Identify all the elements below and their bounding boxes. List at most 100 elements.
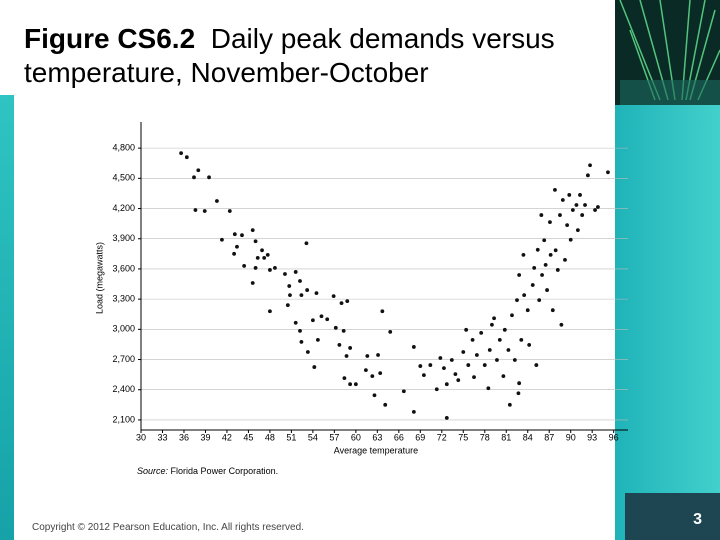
point bbox=[555, 268, 560, 272]
point bbox=[539, 213, 544, 217]
point bbox=[525, 308, 530, 313]
point bbox=[501, 374, 506, 379]
point bbox=[232, 251, 237, 256]
point bbox=[293, 270, 298, 274]
y-tick-label: 2,400 bbox=[112, 384, 135, 394]
point bbox=[184, 155, 189, 160]
point bbox=[253, 266, 258, 270]
copyright: Copyright © 2012 Pearson Education, Inc.… bbox=[32, 522, 304, 533]
point bbox=[515, 298, 519, 303]
x-tick-label: 96 bbox=[609, 432, 619, 442]
point bbox=[449, 358, 454, 362]
point bbox=[348, 382, 353, 387]
x-tick-label: 90 bbox=[566, 432, 576, 442]
point bbox=[319, 314, 324, 319]
y-tick-label: 2,700 bbox=[112, 354, 135, 364]
y-tick-label: 3,900 bbox=[112, 233, 135, 243]
point bbox=[588, 163, 592, 168]
point bbox=[464, 327, 469, 332]
point bbox=[342, 376, 347, 381]
x-tick-label: 87 bbox=[544, 432, 554, 442]
point bbox=[568, 237, 573, 242]
x-tick-label: 69 bbox=[415, 432, 425, 442]
point bbox=[242, 264, 247, 268]
y-tick-label: 4,200 bbox=[112, 203, 135, 213]
point bbox=[593, 208, 597, 212]
point bbox=[418, 364, 423, 368]
point bbox=[474, 353, 479, 357]
point bbox=[548, 220, 552, 225]
y-tick-label: 3,600 bbox=[112, 263, 135, 273]
x-tick-label: 51 bbox=[286, 432, 296, 442]
point bbox=[298, 279, 302, 283]
point bbox=[299, 340, 304, 344]
x-tick-label: 66 bbox=[394, 432, 404, 442]
x-tick-label: 39 bbox=[200, 432, 210, 442]
point bbox=[250, 228, 255, 233]
point bbox=[273, 266, 277, 270]
point bbox=[553, 248, 558, 253]
title-text: Daily peak demands versus temperature, N… bbox=[24, 23, 555, 88]
point bbox=[512, 358, 517, 362]
point bbox=[192, 175, 196, 180]
x-tick-label: 45 bbox=[243, 432, 253, 442]
point bbox=[545, 288, 549, 292]
point bbox=[517, 381, 522, 386]
point bbox=[298, 328, 302, 333]
point bbox=[337, 343, 342, 347]
x-axis-label: Average temperature bbox=[334, 445, 418, 455]
point bbox=[383, 402, 388, 407]
point bbox=[506, 348, 511, 352]
point bbox=[542, 238, 547, 243]
point bbox=[497, 338, 502, 342]
x-tick-label: 57 bbox=[329, 432, 339, 442]
point bbox=[353, 382, 358, 387]
point bbox=[339, 301, 344, 306]
point bbox=[315, 338, 320, 342]
point bbox=[527, 343, 532, 347]
x-tick-label: 48 bbox=[265, 432, 275, 442]
point bbox=[486, 386, 491, 391]
source-text: Florida Power Corporation. bbox=[171, 466, 279, 476]
point bbox=[378, 371, 383, 376]
point bbox=[287, 284, 292, 288]
point bbox=[438, 356, 443, 360]
point bbox=[534, 363, 539, 367]
point bbox=[365, 354, 370, 358]
x-tick-label: 72 bbox=[437, 432, 447, 442]
y-tick-label: 2,100 bbox=[112, 414, 135, 424]
point bbox=[314, 291, 319, 295]
point bbox=[288, 293, 292, 298]
point bbox=[227, 209, 232, 213]
x-tick-label: 42 bbox=[222, 432, 232, 442]
point bbox=[411, 409, 416, 414]
point bbox=[285, 303, 290, 308]
point bbox=[376, 353, 380, 357]
point bbox=[570, 208, 575, 212]
point bbox=[434, 387, 439, 392]
point bbox=[363, 368, 368, 373]
point bbox=[553, 188, 557, 192]
point bbox=[578, 193, 582, 197]
point bbox=[532, 266, 537, 270]
point bbox=[240, 233, 244, 238]
point bbox=[574, 203, 579, 207]
point bbox=[255, 255, 260, 260]
point bbox=[193, 208, 198, 212]
point bbox=[268, 309, 272, 314]
point bbox=[293, 320, 298, 325]
point bbox=[596, 205, 600, 209]
x-tick-label: 30 bbox=[136, 432, 146, 442]
point bbox=[516, 391, 521, 396]
point bbox=[442, 366, 446, 370]
point bbox=[196, 168, 201, 173]
left-band bbox=[0, 95, 14, 540]
x-tick-label: 33 bbox=[157, 432, 167, 442]
point bbox=[331, 294, 336, 299]
point bbox=[585, 173, 590, 178]
point bbox=[482, 363, 487, 367]
point bbox=[232, 232, 237, 237]
point bbox=[522, 293, 527, 298]
title: Figure CS6.2 Daily peak demands versus t… bbox=[24, 22, 614, 90]
